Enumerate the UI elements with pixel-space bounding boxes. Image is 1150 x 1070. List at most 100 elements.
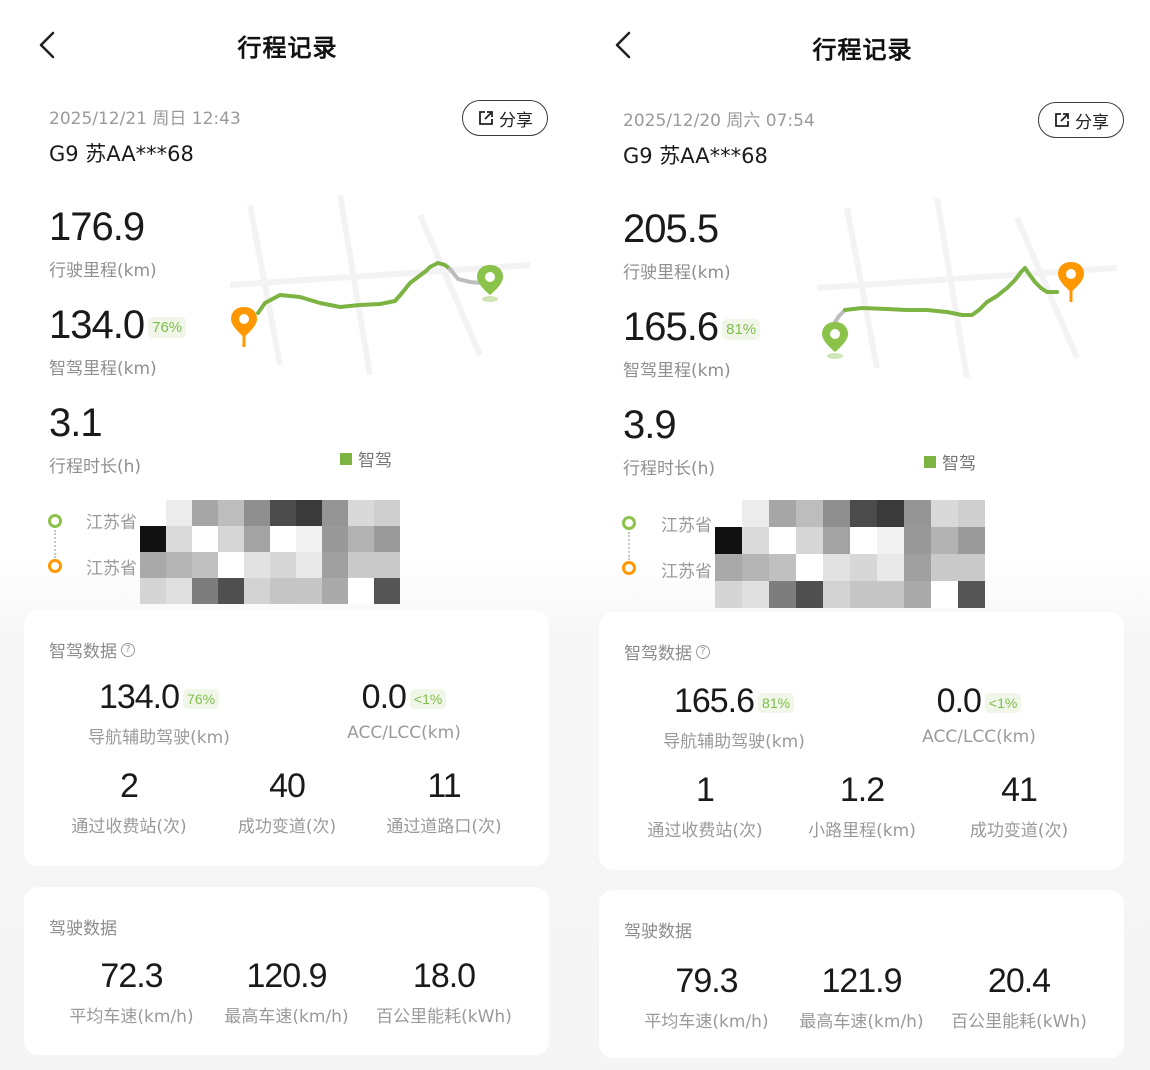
end-pin-icon xyxy=(1058,262,1084,302)
stat-label: 通过收费站(次) xyxy=(71,817,187,837)
smart-distance-value: 134.0 xyxy=(49,303,145,347)
stat-label: 平均车速(km/h) xyxy=(69,1007,194,1027)
stat-lane-changes: 40 成功变道(次) xyxy=(217,767,357,837)
smart-distance-row: 134.0 76% xyxy=(49,303,187,348)
smart-card-title: 智驾数据? xyxy=(624,639,710,664)
stat-acc-lcc: 0.0 <1% ACC/LCC(km) xyxy=(329,678,479,743)
stat-energy: 20.4 百公里能耗(kWh) xyxy=(944,962,1094,1032)
stat-label: 小路里程(km) xyxy=(808,821,916,841)
stat-pct-badge: <1% xyxy=(984,693,1022,714)
smart-pct-badge: 81% xyxy=(722,318,761,340)
stat-value: 121.9 xyxy=(821,962,902,1000)
end-dot-icon xyxy=(48,559,62,573)
trip-record-panel-1: 行程记录 2025/12/21 周日 12:43 G9 苏AA***68 分享 … xyxy=(0,0,575,1070)
smart-distance-value: 165.6 xyxy=(623,305,719,349)
header: 行程记录 xyxy=(575,22,1150,68)
trip-datetime: 2025/12/21 周日 12:43 xyxy=(49,109,241,129)
stat-label: 导航辅助驾驶(km) xyxy=(88,728,230,748)
stat-max-speed: 120.9 最高车速(km/h) xyxy=(214,957,359,1027)
stat-label: 成功变道(次) xyxy=(969,821,1069,841)
stat-toll-stations: 1 通过收费站(次) xyxy=(635,771,775,841)
driving-data-card: 驾驶数据 79.3 平均车速(km/h) 121.9 最高车速(km/h) 20… xyxy=(599,890,1124,1058)
stat-label: ACC/LCC(km) xyxy=(347,723,461,743)
vehicle-plate: G9 苏AA***68 xyxy=(49,142,194,166)
stat-label: 最高车速(km/h) xyxy=(224,1007,349,1027)
stat-value: 2 xyxy=(120,767,139,805)
share-button[interactable]: 分享 xyxy=(462,100,548,136)
share-button[interactable]: 分享 xyxy=(1038,102,1124,138)
stat-lane-changes: 41 成功变道(次) xyxy=(949,771,1089,841)
duration-value: 3.9 xyxy=(623,403,677,447)
drive-card-title: 驾驶数据 xyxy=(49,919,117,939)
end-dot-icon xyxy=(622,561,636,575)
redacted-address-mosaic xyxy=(715,500,985,608)
route-map[interactable] xyxy=(220,185,540,385)
stat-value: 72.3 xyxy=(100,957,163,995)
smart-legend-swatch xyxy=(924,455,936,468)
smart-driving-card: 智驾数据? 165.6 81% 导航辅助驾驶(km) 0.0 <1% ACC/LCC… xyxy=(599,612,1124,870)
route-map[interactable] xyxy=(807,188,1127,388)
start-dot-icon xyxy=(622,516,636,530)
stat-toll-stations: 2 通过收费站(次) xyxy=(59,767,199,837)
trip-datetime: 2025/12/20 周六 07:54 xyxy=(623,111,815,131)
smart-distance-row: 165.6 81% xyxy=(623,305,761,350)
start-dot-icon xyxy=(48,514,62,528)
smart-card-title: 智驾数据? xyxy=(49,637,135,662)
start-pin-icon xyxy=(822,322,848,359)
stat-avg-speed: 79.3 平均车速(km/h) xyxy=(634,962,779,1032)
stat-label: 成功变道(次) xyxy=(237,817,337,837)
start-province: 江苏省 xyxy=(661,516,712,536)
legend-label: 智驾 xyxy=(358,451,392,471)
stat-value: 0.0 xyxy=(361,678,407,716)
smart-driving-card: 智驾数据? 134.0 76% 导航辅助驾驶(km) 0.0 <1% ACC/LCC… xyxy=(24,610,549,866)
driving-data-card: 驾驶数据 72.3 平均车速(km/h) 120.9 最高车速(km/h) 18… xyxy=(24,887,549,1055)
stat-pct-badge: 81% xyxy=(758,693,795,714)
stat-label: 导航辅助驾驶(km) xyxy=(663,732,805,752)
stat-value: 79.3 xyxy=(675,962,738,1000)
end-province: 江苏省 xyxy=(661,562,712,582)
smart-distance-label: 智驾里程(km) xyxy=(623,361,731,381)
stat-label: 通过道路口(次) xyxy=(386,817,502,837)
stat-nav-assist: 165.6 81% 导航辅助驾驶(km) xyxy=(654,682,814,752)
trip-record-panel-2: 行程记录 2025/12/20 周六 07:54 G9 苏AA***68 分享 … xyxy=(575,0,1150,1070)
stat-label: ACC/LCC(km) xyxy=(922,727,1036,747)
duration-value: 3.1 xyxy=(49,401,103,445)
map-legend: 智驾 xyxy=(924,449,976,474)
share-label: 分享 xyxy=(499,110,533,131)
stat-avg-speed: 72.3 平均车速(km/h) xyxy=(59,957,204,1027)
distance-label: 行驶里程(km) xyxy=(623,263,731,283)
drive-card-title: 驾驶数据 xyxy=(624,922,692,942)
smart-card-title-text: 智驾数据 xyxy=(624,644,692,664)
stat-intersections: 11 通过道路口(次) xyxy=(374,767,514,837)
smart-legend-swatch xyxy=(340,452,352,465)
stat-energy: 18.0 百公里能耗(kWh) xyxy=(369,957,519,1027)
end-province: 江苏省 xyxy=(86,559,137,579)
stat-value: 134.0 xyxy=(98,678,180,716)
stat-value: 165.6 xyxy=(673,682,755,720)
page-title: 行程记录 xyxy=(812,36,913,64)
stat-label: 百公里能耗(kWh) xyxy=(376,1007,512,1027)
stat-pct-badge: <1% xyxy=(409,689,447,710)
route-line-manual xyxy=(448,267,484,285)
start-province: 江苏省 xyxy=(86,513,137,533)
duration-label: 行程时长(h) xyxy=(49,457,142,477)
page-title: 行程记录 xyxy=(237,34,338,62)
stat-pct-badge: 76% xyxy=(183,689,220,710)
header: 行程记录 xyxy=(0,22,575,68)
info-icon[interactable]: ? xyxy=(696,644,710,659)
stat-value: 18.0 xyxy=(412,957,476,995)
info-icon[interactable]: ? xyxy=(121,642,135,657)
route-line-smart xyxy=(843,266,1059,317)
stat-value: 0.0 xyxy=(936,682,982,720)
stat-value: 41 xyxy=(1001,771,1038,809)
back-arrow-icon[interactable] xyxy=(610,30,638,60)
end-pin-icon xyxy=(477,265,503,302)
map-legend: 智驾 xyxy=(340,446,392,471)
back-arrow-icon[interactable] xyxy=(34,30,62,60)
stat-value: 1 xyxy=(696,771,715,809)
smart-pct-badge: 76% xyxy=(148,316,187,338)
stat-value: 1.2 xyxy=(839,771,885,809)
stat-nav-assist: 134.0 76% 导航辅助驾驶(km) xyxy=(79,678,239,748)
legend-label: 智驾 xyxy=(942,454,976,474)
stat-label: 百公里能耗(kWh) xyxy=(951,1012,1087,1032)
